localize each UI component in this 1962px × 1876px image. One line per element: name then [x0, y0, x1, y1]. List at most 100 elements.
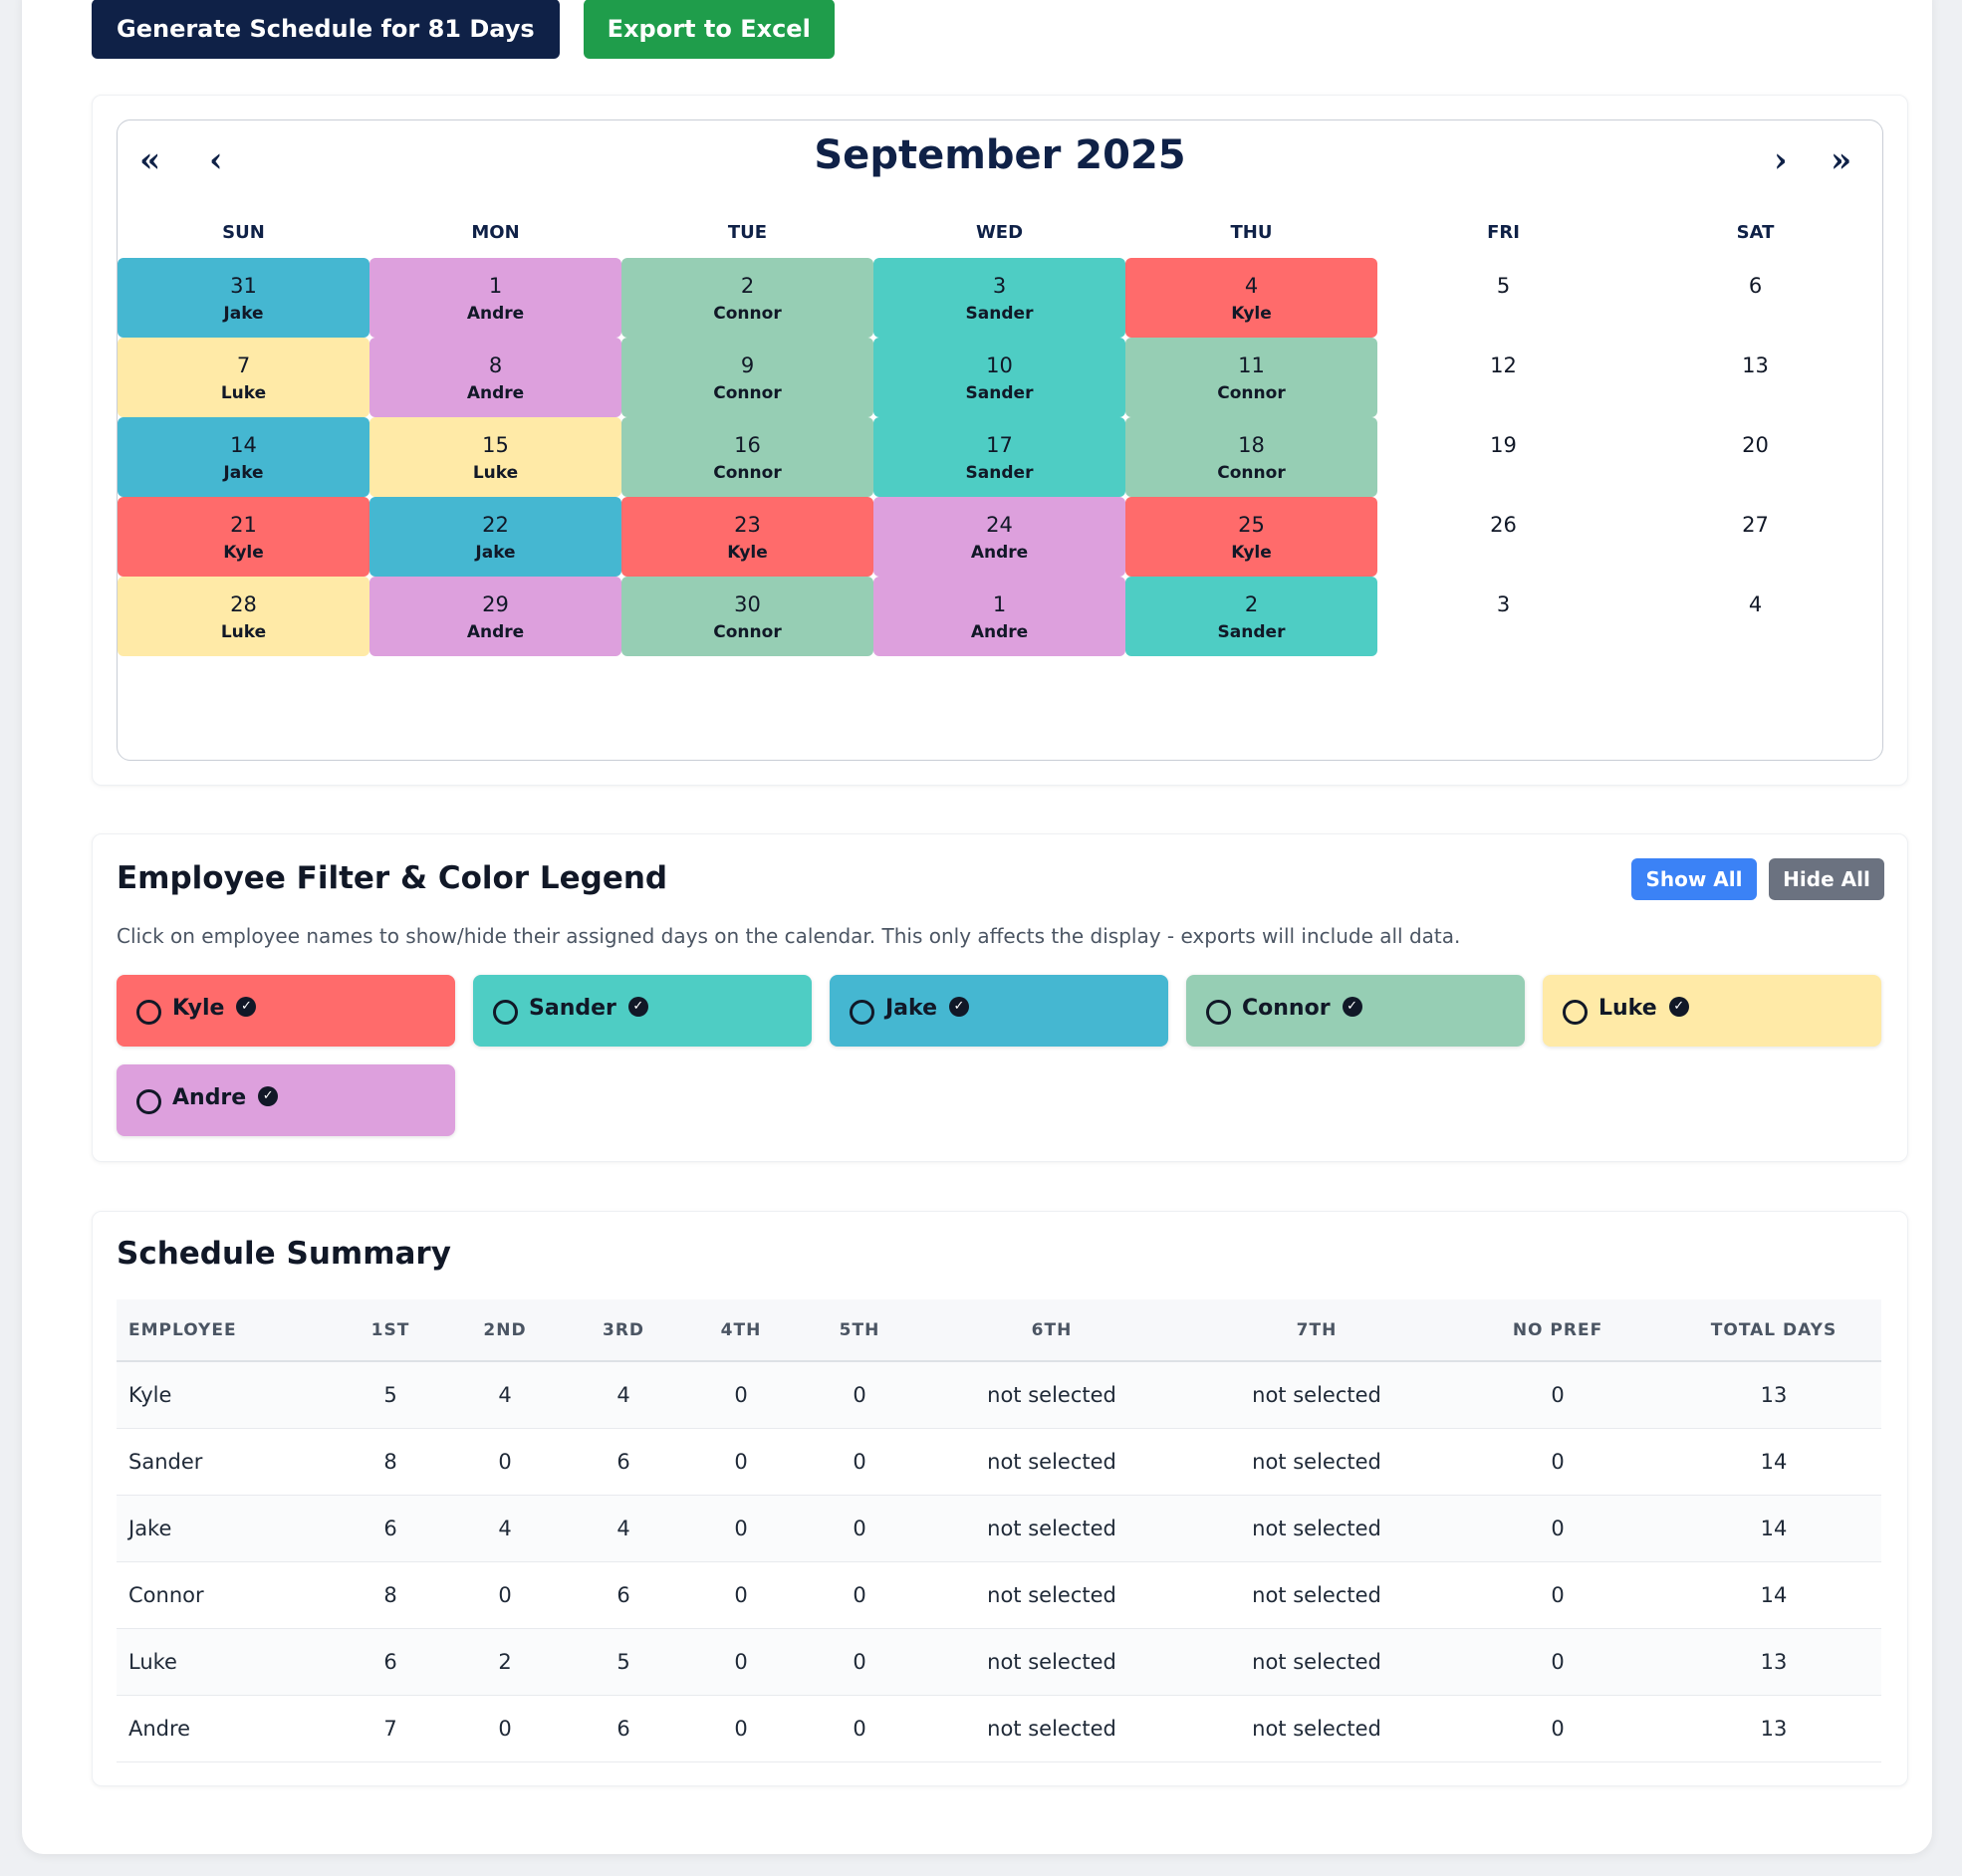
calendar-day-cell[interactable]: 23 Kyle — [621, 497, 873, 577]
table-cell: 0 — [1449, 1495, 1666, 1562]
table-row: Andre 7 0 6 0 0 not selected not selected 0 13 — [117, 1695, 1881, 1762]
table-cell: 13 — [1666, 1695, 1881, 1762]
calendar-day-cell[interactable]: 4 — [1629, 577, 1881, 656]
calendar-day-cell[interactable]: 18 Connor — [1125, 417, 1377, 497]
calendar-day-cell[interactable]: 17 Sander — [873, 417, 1125, 497]
calendar-day-cell[interactable]: 3 — [1377, 577, 1629, 656]
radio-circle-icon — [1563, 1000, 1588, 1025]
calendar-day-cell[interactable]: 8 Andre — [369, 338, 621, 417]
summary-header-row: Employee 1st 2nd 3rd 4th 5th 6th 7th No Pref Tota… — [117, 1299, 1881, 1362]
table-cell: 0 — [800, 1361, 919, 1429]
employee-name: Jake — [885, 996, 937, 1021]
calendar-day-cell[interactable]: 29 Andre — [369, 577, 621, 656]
calendar-day-cell[interactable]: 13 — [1629, 338, 1881, 417]
calendar-day-cell[interactable]: 12 — [1377, 338, 1629, 417]
calendar-day-cell[interactable]: 25 Kyle — [1125, 497, 1377, 577]
table-cell: 5 — [336, 1361, 445, 1429]
check-circle-icon: ✓ — [1342, 997, 1362, 1017]
day-number: 17 — [986, 433, 1013, 457]
day-number: 14 — [230, 433, 257, 457]
export-excel-button[interactable]: Export to Excel — [583, 0, 835, 59]
calendar-day-cell[interactable]: 26 — [1377, 497, 1629, 577]
employee-filter-chip[interactable]: Kyle ✓ — [117, 975, 455, 1047]
summary-body: Kyle 5 4 4 0 0 not selected not selected 0 13 Sand… — [117, 1361, 1881, 1762]
calendar-day-cell[interactable]: 6 — [1629, 258, 1881, 338]
assigned-employee: Sander — [1217, 622, 1286, 642]
employee-filter-chip[interactable]: Sander ✓ — [473, 975, 812, 1047]
calendar-day-cell[interactable]: 1 Andre — [873, 577, 1125, 656]
employee-filter-chip[interactable]: Jake ✓ — [830, 975, 1168, 1047]
column-header: 4th — [682, 1299, 800, 1362]
weekday-label: THU — [1230, 222, 1273, 243]
table-cell: 6 — [336, 1495, 445, 1562]
assigned-employee: Sander — [965, 383, 1034, 403]
employee-filter-chip[interactable]: Andre ✓ — [117, 1064, 455, 1136]
calendar-day-cell[interactable]: 24 Andre — [873, 497, 1125, 577]
assigned-employee: Jake — [475, 543, 516, 563]
assigned-employee: Luke — [220, 383, 267, 403]
calendar-day-cell[interactable]: 5 — [1377, 258, 1629, 338]
column-header: 1st — [336, 1299, 445, 1362]
day-number: 25 — [1238, 513, 1265, 537]
day-number: 19 — [1490, 433, 1517, 457]
first-page-icon[interactable]: « — [139, 140, 161, 180]
calendar-week-row: 31 Jake 1 Andre 2 Connor 3 Sander 4 Kyle 5 6 — [118, 258, 1881, 338]
calendar-day-cell[interactable]: 4 Kyle — [1125, 258, 1377, 338]
calendar-day-cell[interactable]: 7 Luke — [118, 338, 369, 417]
generate-schedule-button[interactable]: Generate Schedule for 81 Days — [92, 0, 560, 59]
column-header: 5th — [800, 1299, 919, 1362]
calendar-day-cell[interactable]: 19 — [1377, 417, 1629, 497]
table-cell: 0 — [445, 1561, 565, 1629]
day-number: 24 — [986, 513, 1013, 537]
day-number: 18 — [1238, 433, 1265, 457]
last-page-icon[interactable]: » — [1831, 140, 1852, 180]
page-container: Generate Schedule for 81 Days Export to … — [22, 0, 1932, 1854]
table-cell: 0 — [1449, 1428, 1666, 1496]
day-number: 7 — [236, 353, 251, 377]
calendar-day-cell[interactable]: 9 Connor — [621, 338, 873, 417]
day-number: 9 — [740, 353, 755, 377]
next-month-icon[interactable]: › — [1774, 140, 1788, 180]
calendar-day-cell[interactable]: 1 Andre — [369, 258, 621, 338]
calendar-day-cell[interactable]: 11 Connor — [1125, 338, 1377, 417]
employee-name: Andre — [172, 1085, 247, 1110]
calendar-day-cell[interactable]: 2 Connor — [621, 258, 873, 338]
calendar-day-cell[interactable]: 27 — [1629, 497, 1881, 577]
legend-description: Click on employee names to show/hide the… — [117, 924, 1461, 948]
calendar-day-cell[interactable]: 22 Jake — [369, 497, 621, 577]
weekday-label: FRI — [1487, 222, 1520, 243]
employee-filter-chip[interactable]: Connor ✓ — [1186, 975, 1525, 1047]
calendar-day-cell[interactable]: 21 Kyle — [118, 497, 369, 577]
assigned-employee: Connor — [713, 383, 782, 403]
column-header: Total Days — [1666, 1299, 1881, 1362]
assigned-employee: Andre — [970, 622, 1029, 642]
calendar-day-cell[interactable]: 2 Sander — [1125, 577, 1377, 656]
calendar-day-cell[interactable]: 3 Sander — [873, 258, 1125, 338]
table-cell: not selected — [1184, 1628, 1449, 1696]
table-cell: 2 — [445, 1628, 565, 1696]
calendar-day-cell[interactable]: 28 Luke — [118, 577, 369, 656]
employee-name: Kyle — [172, 996, 225, 1021]
calendar-day-cell[interactable]: 10 Sander — [873, 338, 1125, 417]
table-cell: 13 — [1666, 1628, 1881, 1696]
calendar-day-cell[interactable]: 16 Connor — [621, 417, 873, 497]
employee-cell: Jake — [117, 1495, 336, 1562]
calendar-day-cell[interactable]: 14 Jake — [118, 417, 369, 497]
calendar-day-cell[interactable]: 20 — [1629, 417, 1881, 497]
assigned-employee: Kyle — [727, 543, 768, 563]
column-header: Employee — [117, 1299, 336, 1362]
show-all-button[interactable]: Show All — [1631, 858, 1757, 900]
hide-all-button[interactable]: Hide All — [1769, 858, 1884, 900]
calendar-week-row: 7 Luke 8 Andre 9 Connor 10 Sander 11 Connor 12 13 — [118, 338, 1881, 417]
table-cell: 8 — [336, 1561, 445, 1629]
calendar-day-cell[interactable]: 15 Luke — [369, 417, 621, 497]
employee-filter-chip[interactable]: Luke ✓ — [1543, 975, 1881, 1047]
assigned-employee: Luke — [220, 622, 267, 642]
weekday-label: SAT — [1736, 222, 1775, 243]
day-number: 11 — [1238, 353, 1265, 377]
calendar-day-cell[interactable]: 31 Jake — [118, 258, 369, 338]
table-cell: 13 — [1666, 1361, 1881, 1429]
prev-month-icon[interactable]: ‹ — [209, 140, 223, 180]
calendar-day-cell[interactable]: 30 Connor — [621, 577, 873, 656]
day-number: 1 — [488, 274, 503, 298]
